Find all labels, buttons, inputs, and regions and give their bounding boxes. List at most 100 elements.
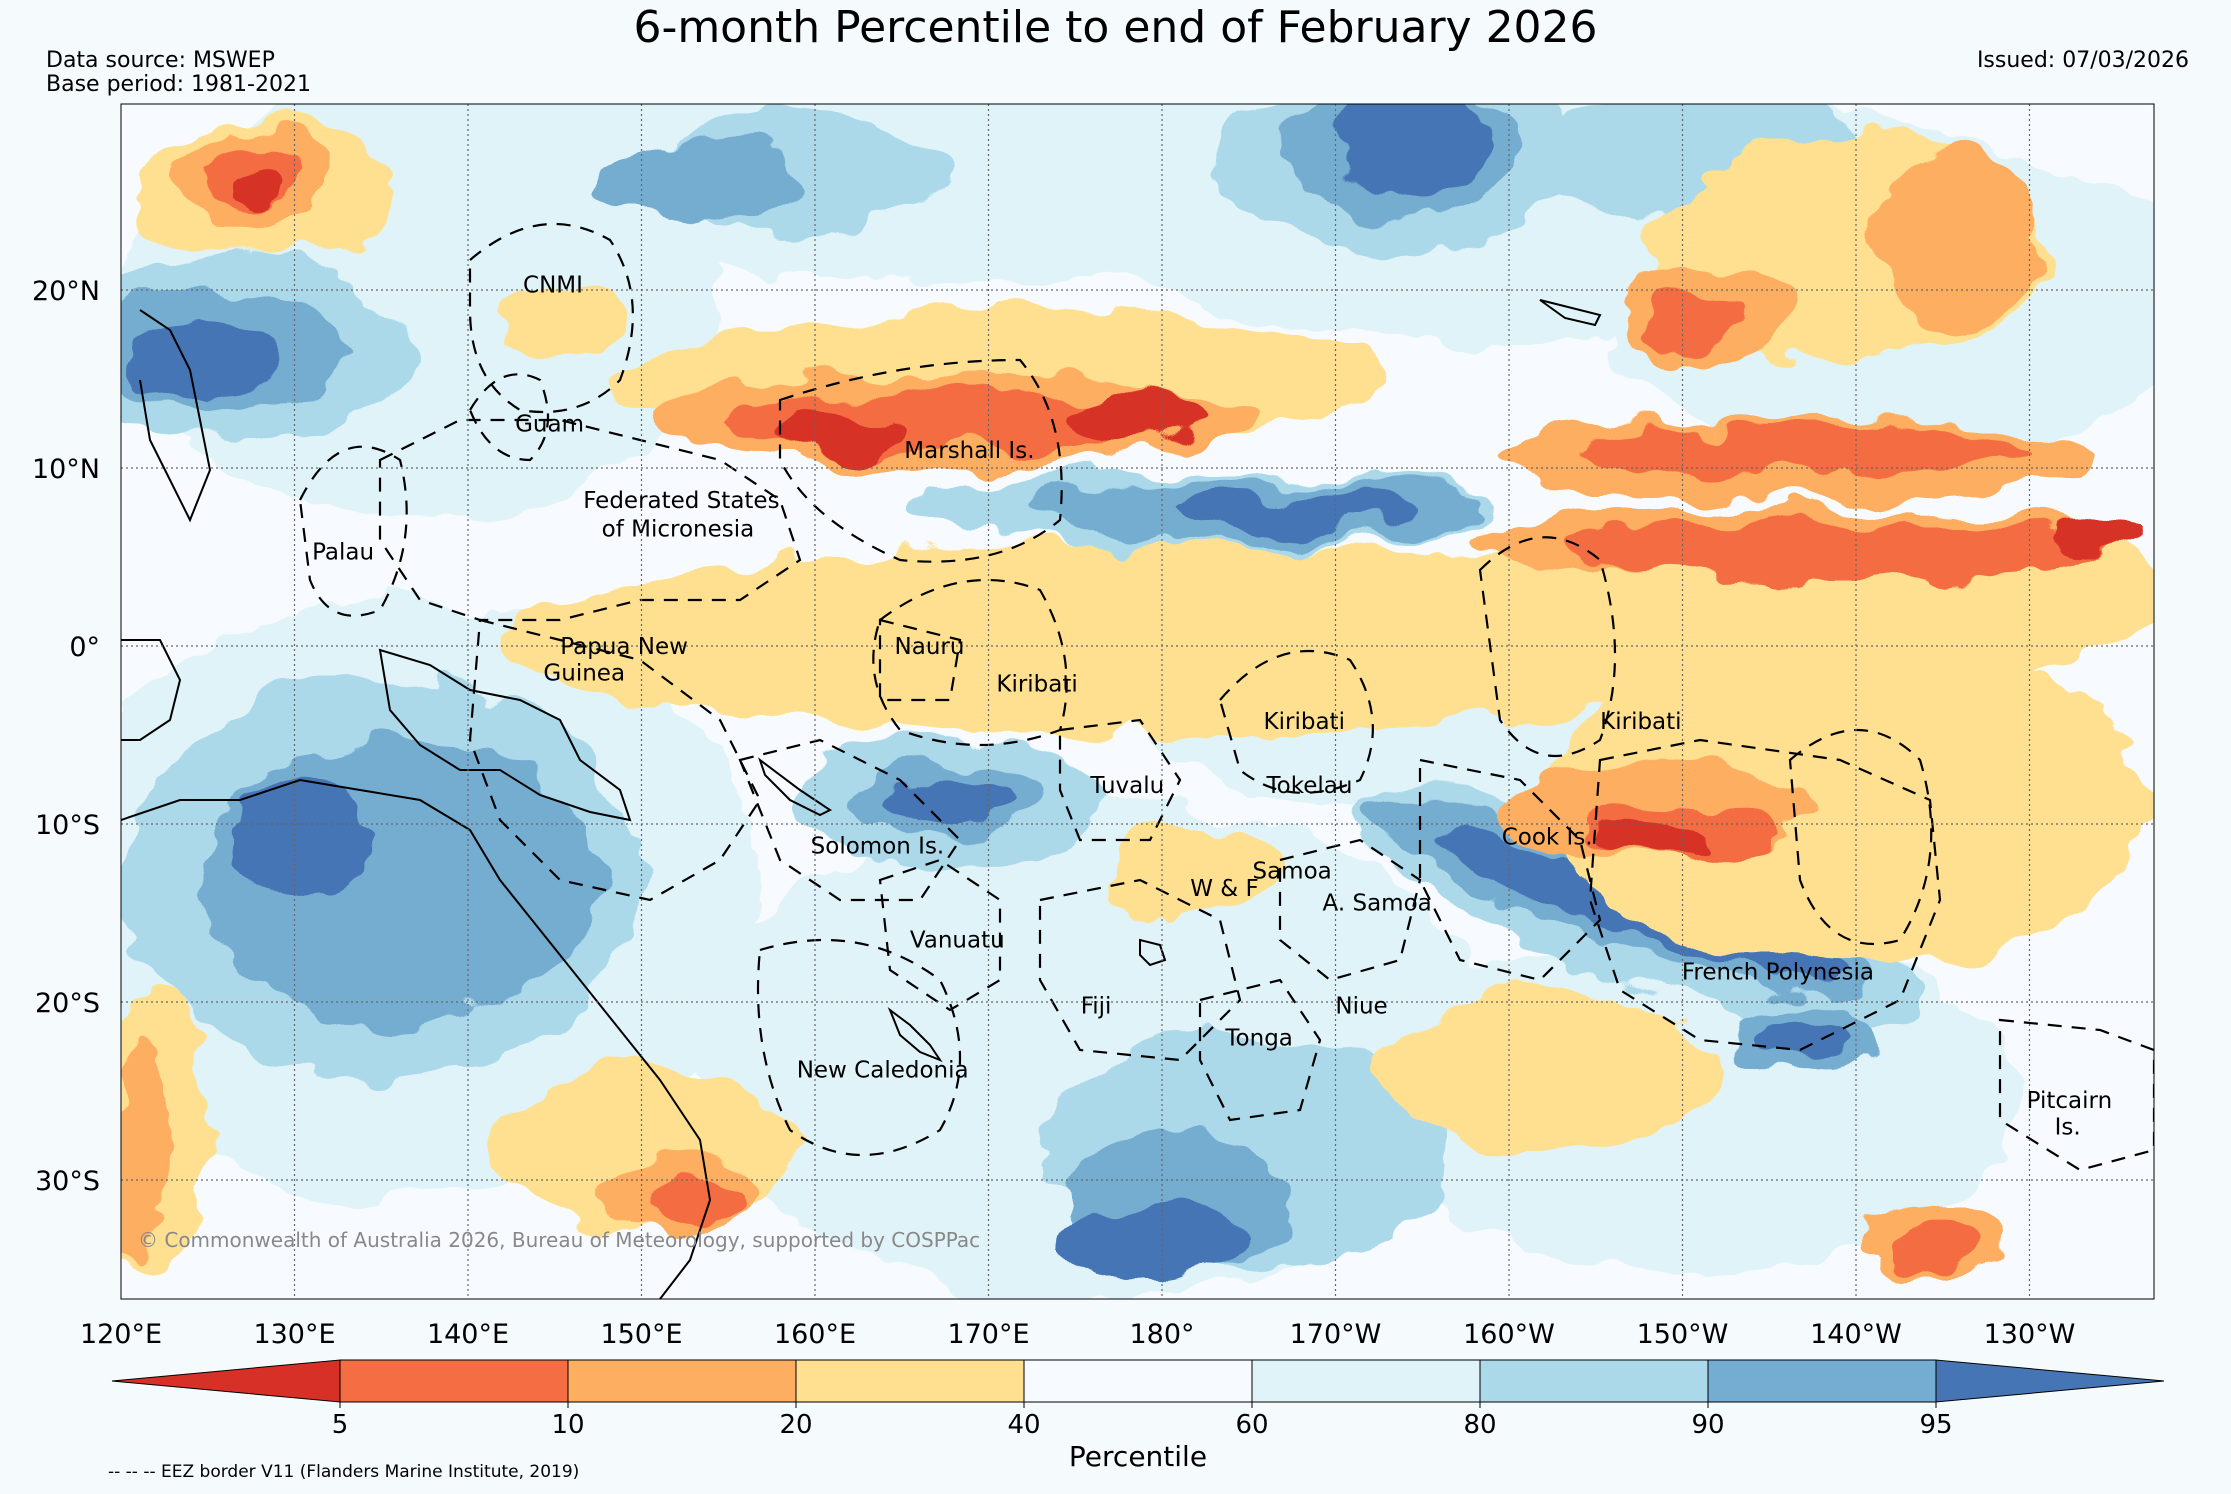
colorbar-segment — [1707, 1359, 1937, 1403]
region-label: Fiji — [1081, 994, 1112, 1020]
lon-label: 150°W — [1637, 1319, 1729, 1350]
eez-solomon — [738, 738, 962, 902]
eez-cook — [1418, 758, 1602, 982]
region-label: W & F — [1190, 876, 1259, 902]
eez-credit: -- -- -- EEZ border V11 (Flanders Marine… — [108, 1462, 580, 1482]
region-label: Solomon Is. — [811, 833, 945, 859]
region-label: Is. — [2055, 1115, 2081, 1141]
eez-tonga — [1198, 978, 1322, 1122]
colorbar-tick-label: 40 — [1007, 1410, 1040, 1440]
coastline-borneo — [121, 639, 182, 741]
colorbar-segment — [1023, 1359, 1253, 1403]
colorbar-label: Percentile — [1069, 1440, 1207, 1473]
region-label: French Polynesia — [1682, 960, 1874, 986]
eez-guam — [468, 373, 550, 462]
lon-label: 130°E — [253, 1319, 335, 1350]
coastline-australia — [121, 778, 712, 1299]
eez-fiji — [1038, 878, 1242, 1062]
copyright-note: © Commonwealth of Australia 2026, Bureau… — [138, 1228, 980, 1252]
percentile-patches — [121, 104, 2154, 1299]
lon-label: 160°E — [774, 1319, 856, 1350]
lat-label: 10°S — [35, 810, 100, 841]
region-label: Kiribati — [1600, 709, 1681, 735]
region-label: A. Samoa — [1323, 890, 1432, 916]
colorbar-segment — [1479, 1359, 1709, 1403]
map-frame — [120, 103, 2155, 1300]
lon-label: 130°W — [1984, 1319, 2076, 1350]
data-source: Data source: MSWEP — [46, 48, 275, 73]
region-label: Vanuatu — [910, 928, 1005, 954]
region-label: Tonga — [1224, 1026, 1292, 1052]
colorbar-tick-label: 20 — [779, 1410, 812, 1440]
eez-niue-samoa — [1278, 838, 1422, 982]
lat-label: 20°S — [35, 988, 100, 1019]
colorbar-segment — [339, 1359, 569, 1403]
region-label: of Micronesia — [602, 517, 755, 543]
region-label: CNMI — [523, 273, 583, 299]
coastline-hawaii — [1539, 299, 1602, 327]
eez-vanuatu — [878, 858, 1002, 1012]
eez-french-polynesia — [1588, 738, 1942, 1052]
lat-label: 10°N — [32, 454, 100, 485]
region-label: Nauru — [895, 634, 965, 660]
region-label: Papua New — [560, 634, 688, 660]
lon-label: 170°W — [1290, 1319, 1382, 1350]
region-label: Palau — [312, 540, 374, 566]
colorbar-tick-label: 95 — [1919, 1410, 1952, 1440]
region-label: Niue — [1335, 994, 1387, 1020]
issued-date: Issued: 07/03/2026 — [1976, 48, 2189, 73]
coastline-new-guinea — [378, 648, 632, 822]
eez-tuvalu — [1058, 718, 1182, 842]
graticule — [121, 104, 2154, 1299]
eez-fsm — [378, 418, 802, 622]
lon-label: 140°W — [1810, 1319, 1902, 1350]
eez-kiribati-phoenix — [1218, 649, 1374, 794]
colorbar-tick-label: 10 — [551, 1410, 584, 1440]
region-label: New Caledonia — [797, 1058, 969, 1084]
coastlines — [121, 299, 1602, 1299]
region-label: Tokelau — [1266, 773, 1353, 799]
lon-label: 150°E — [600, 1319, 682, 1350]
colorbar-low-extend — [111, 1359, 341, 1403]
lon-label: 180° — [1129, 1319, 1194, 1350]
region-label: Samoa — [1252, 858, 1331, 884]
colorbar-tick-label: 5 — [332, 1410, 349, 1440]
colorbar: 5 10 20 40 60 80 90 95 — [111, 1359, 2165, 1440]
region-label: Cook Is. — [1502, 824, 1593, 850]
colorbar-segment — [567, 1359, 797, 1403]
lon-label: 170°E — [947, 1319, 1029, 1350]
eez-borders — [298, 222, 2154, 1172]
coastline-philippines — [139, 309, 212, 523]
lon-label: 160°W — [1463, 1319, 1555, 1350]
lon-label: 120°E — [80, 1319, 162, 1350]
eez-pitcairn — [1998, 1018, 2154, 1172]
percentile-field: CNMI Guam Marshall Is. Federated States of M… — [121, 104, 2154, 1299]
region-label: Pitcairn — [2027, 1088, 2113, 1114]
eez-nauru — [878, 618, 962, 702]
eez-new-caledonia — [756, 938, 961, 1157]
lat-label: 30°S — [35, 1166, 100, 1197]
lat-label: 20°N — [32, 276, 100, 307]
region-label: Marshall Is. — [904, 438, 1034, 464]
longitude-labels: 120°E 130°E 140°E 150°E 160°E 170°E 180° 170°W 1… — [80, 1319, 2075, 1350]
lon-label: 140°E — [427, 1319, 509, 1350]
colorbar-segment — [795, 1359, 1025, 1403]
page-title: 6-month Percentile to end of February 20… — [633, 2, 1598, 53]
eez-cnmi — [468, 222, 634, 414]
colorbar-tick-label: 80 — [1463, 1410, 1496, 1440]
region-label: Federated States — [583, 488, 779, 514]
eez-marshall — [778, 358, 1063, 563]
coastline-solomon — [758, 757, 832, 817]
region-labels: CNMI Guam Marshall Is. Federated States of M… — [312, 273, 2112, 1141]
colorbar-tick-label: 90 — [1691, 1410, 1724, 1440]
region-label: Kiribati — [1264, 709, 1345, 735]
colorbar-segment — [1251, 1359, 1481, 1403]
region-label: Kiribati — [996, 671, 1077, 697]
colorbar-high-extend — [1935, 1359, 2165, 1403]
region-label: Guinea — [543, 661, 625, 687]
region-label: Tuvalu — [1089, 773, 1164, 799]
colorbar-tick-label: 60 — [1235, 1410, 1268, 1440]
region-label: Guam — [515, 412, 584, 438]
